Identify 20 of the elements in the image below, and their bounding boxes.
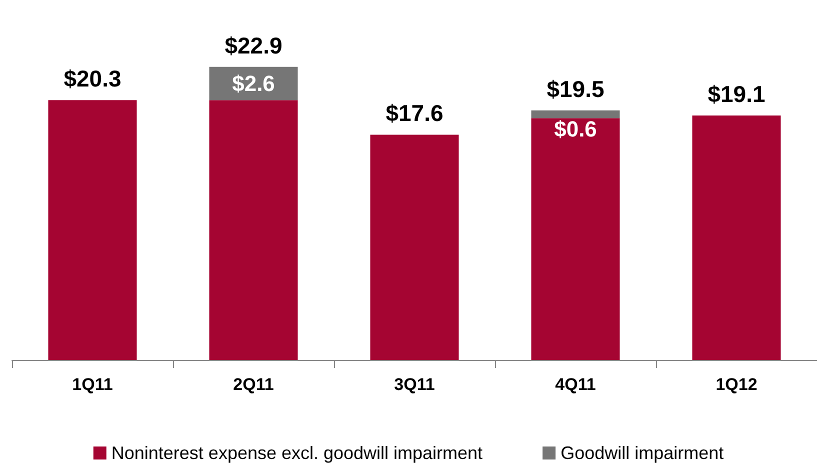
bar <box>531 118 620 360</box>
x-tick-label: 1Q11 <box>72 375 113 394</box>
legend-label: Noninterest expense excl. goodwill impairment <box>111 443 483 463</box>
x-tick-label: 2Q11 <box>233 375 274 394</box>
total-label: $22.9 <box>224 32 282 58</box>
x-tick-label: 1Q12 <box>716 375 758 394</box>
x-tick-label: 4Q11 <box>555 375 596 394</box>
x-tick-label: 3Q11 <box>394 375 435 394</box>
bar <box>531 110 620 118</box>
total-label: $17.6 <box>386 100 444 126</box>
bar <box>48 100 137 360</box>
bar <box>209 100 298 360</box>
bar <box>370 134 459 360</box>
total-label: $19.5 <box>546 76 604 102</box>
legend-label: Goodwill impairment <box>560 443 724 463</box>
total-label: $19.1 <box>708 81 766 108</box>
total-label: $20.3 <box>64 66 122 92</box>
bar <box>692 116 781 360</box>
data-label: $0.6 <box>554 116 597 142</box>
data-label: $2.6 <box>232 71 275 96</box>
